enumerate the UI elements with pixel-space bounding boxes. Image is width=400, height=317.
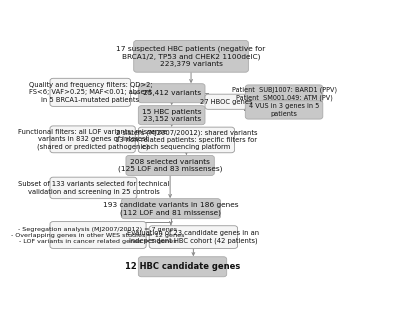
FancyBboxPatch shape	[138, 106, 205, 125]
Text: 12 HBC candidate genes: 12 HBC candidate genes	[125, 262, 240, 271]
Text: Subset of 133 variants selected for technical
validation and screening in 25 con: Subset of 133 variants selected for tech…	[18, 181, 169, 195]
FancyBboxPatch shape	[245, 101, 323, 119]
FancyBboxPatch shape	[126, 155, 214, 176]
Text: Evaluation of 23 candidate genes in an
independent HBC cohort (42 patients): Evaluation of 23 candidate genes in an i…	[127, 230, 260, 244]
FancyBboxPatch shape	[50, 126, 135, 153]
Text: Quality and frequency filters: QD>2;
FS<6; VAF>0.25; MAF<0.01; absent
in 5 BRCA1: Quality and frequency filters: QD>2; FS<…	[28, 82, 152, 103]
FancyBboxPatch shape	[149, 226, 238, 249]
FancyBboxPatch shape	[245, 85, 323, 103]
Text: - Segregation analysis (MJ2007/20012) = 7 genes
- Overlapping genes in other WES: - Segregation analysis (MJ2007/20012) = …	[11, 227, 185, 243]
Text: 208 selected variants
(125 LOF and 83 missenses): 208 selected variants (125 LOF and 83 mi…	[118, 158, 222, 172]
Text: Functional filters: all LOF variants; missense
variants in 832 genes of interest: Functional filters: all LOF variants; mi…	[18, 129, 167, 150]
Text: 27 HBOC genes: 27 HBOC genes	[200, 99, 252, 105]
Text: 193 candidate variants in 186 genes
(112 LOF and 81 missense): 193 candidate variants in 186 genes (112…	[103, 202, 239, 216]
Text: Patient  SUBJ1007: BARD1 (PPV)
Patient  SM001.049: ATM (PV): Patient SUBJ1007: BARD1 (PPV) Patient SM…	[232, 87, 336, 101]
FancyBboxPatch shape	[50, 222, 146, 249]
Text: 25,412 variants: 25,412 variants	[143, 90, 201, 96]
Text: 2 sisters (MJ2007/20012): shared variants
13 non-related patients: specific filt: 2 sisters (MJ2007/20012): shared variant…	[115, 129, 258, 151]
FancyBboxPatch shape	[50, 177, 137, 199]
FancyBboxPatch shape	[50, 78, 131, 107]
FancyBboxPatch shape	[138, 127, 234, 153]
Text: 4 VUS in 3 genes in 5
patients: 4 VUS in 3 genes in 5 patients	[249, 103, 319, 117]
FancyBboxPatch shape	[134, 41, 248, 72]
FancyBboxPatch shape	[121, 199, 220, 219]
Text: 15 HBC patients
23,152 variants: 15 HBC patients 23,152 variants	[142, 108, 202, 122]
FancyBboxPatch shape	[138, 257, 227, 277]
Text: 17 suspected HBC patients (negative for
BRCA1/2, TP53 and CHEK2 1100delC)
223,37: 17 suspected HBC patients (negative for …	[116, 46, 266, 67]
FancyBboxPatch shape	[138, 84, 205, 103]
FancyBboxPatch shape	[205, 94, 247, 109]
